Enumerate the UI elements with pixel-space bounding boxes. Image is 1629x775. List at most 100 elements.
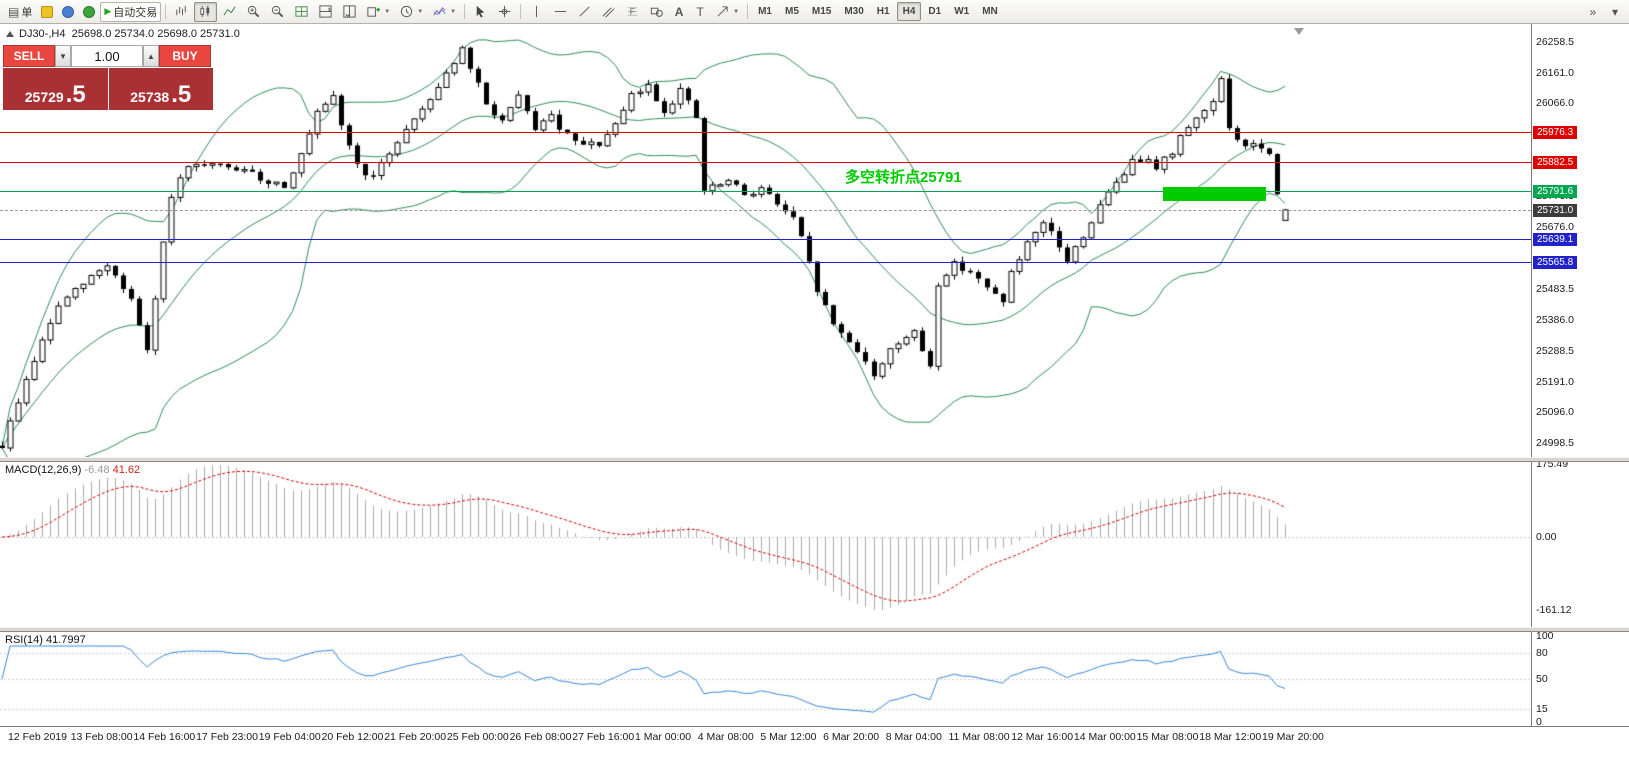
zoom-out-button[interactable] — [266, 2, 289, 22]
panel-splitter[interactable] — [0, 627, 1629, 632]
time-axis-label: 21 Feb 20:00 — [384, 731, 447, 743]
highlight-rectangle[interactable] — [1163, 187, 1266, 201]
timeframes-menu-button[interactable]: ▼ — [395, 2, 427, 22]
autotrading-button[interactable]: ▶ 自动交易 — [100, 1, 162, 22]
line-chart-mode-button[interactable] — [218, 2, 241, 22]
cascade-windows-button[interactable] — [338, 2, 361, 22]
horizontal-level-line[interactable] — [0, 191, 1531, 192]
chevron-down-icon: ▼ — [417, 8, 424, 15]
horizontal-line-icon — [553, 4, 568, 19]
candlestick-icon — [198, 4, 213, 19]
price-level-label: 25565.8 — [1533, 256, 1578, 270]
indicators-icon — [432, 4, 447, 19]
vertical-line-icon — [529, 4, 544, 19]
buy-price-tile[interactable]: 25738.5 — [108, 68, 213, 110]
line-chart-icon — [222, 4, 237, 19]
toolbar-separator — [165, 4, 167, 19]
timeframe-h4-button[interactable]: H4 — [896, 2, 922, 21]
timeframe-m5-button[interactable]: M5 — [784, 6, 799, 17]
price-axis-tick: 25676.0 — [1536, 221, 1574, 234]
shapes-tool-button[interactable] — [645, 2, 668, 22]
timeframe-m30-button[interactable]: M30 — [844, 6, 864, 17]
tile-windows-icon — [318, 4, 333, 19]
new-order-button[interactable]: ▤ 单 — [4, 2, 36, 22]
volume-decrease-button[interactable]: ▼ — [55, 45, 71, 67]
candlestick-mode-button[interactable] — [194, 1, 218, 22]
rsi-scale-label: 80 — [1536, 647, 1548, 659]
arrows-tool-button[interactable]: ▼ — [711, 2, 743, 22]
time-axis[interactable]: 12 Feb 2019 13 Feb 08:00 14 Feb 16:00 17 Fe… — [0, 726, 1629, 746]
current-price-label: 25731.0 — [1533, 203, 1578, 217]
volume-increase-button[interactable]: ▲ — [143, 45, 159, 67]
label-tool-button[interactable]: T — [690, 2, 710, 22]
macd-indicator-panel[interactable]: MACD(12,26,9) -6.48 41.62 — [0, 462, 1531, 627]
arrow-icon — [715, 4, 730, 19]
sell-price-fraction: .5 — [65, 80, 86, 108]
rsi-scale-label: 50 — [1536, 673, 1548, 685]
sell-price-tile[interactable]: 25729.5 — [3, 68, 108, 110]
sell-button[interactable]: SELL — [3, 45, 55, 67]
volume-input[interactable]: 1.00 — [71, 45, 143, 67]
time-axis-label: 14 Mar 00:00 — [1073, 731, 1136, 743]
chart-shift-marker[interactable] — [1294, 28, 1304, 35]
horizontal-level-line[interactable] — [0, 132, 1531, 133]
indicators-menu-button[interactable]: ▼ — [428, 2, 460, 22]
horizontal-level-line[interactable] — [0, 262, 1531, 263]
horizontal-level-line[interactable] — [0, 239, 1531, 240]
sell-price-main: 25729 — [24, 88, 64, 105]
price-axis-column[interactable]: 26258.526161.026066.025773.325676.025483… — [1531, 24, 1629, 728]
fibonacci-tool-button[interactable]: F — [621, 2, 644, 22]
panel-splitter[interactable] — [0, 457, 1629, 462]
time-axis-label: 5 Mar 12:00 — [760, 731, 817, 743]
autotrading-label: 自动交易 — [113, 6, 158, 19]
data-window-button[interactable] — [58, 2, 78, 22]
one-click-toggle-icon[interactable] — [6, 31, 14, 37]
current-price-line — [0, 210, 1531, 211]
toolbar-overflow-button[interactable]: » — [1583, 2, 1603, 22]
toolbar-options-button[interactable]: ▾ — [1605, 2, 1625, 22]
chevron-down-icon: ▼ — [450, 8, 457, 15]
horizontal-level-line[interactable] — [0, 162, 1531, 163]
price-chart-panel[interactable]: DJ30-,H4 25698.0 25734.0 25698.0 25731.0… — [0, 24, 1531, 457]
toolbar-right-group: » ▾ — [1583, 2, 1625, 22]
macd-name: MACD(12,26,9) — [5, 464, 82, 476]
bar-chart-mode-button[interactable] — [170, 2, 193, 22]
price-level-label: 25882.5 — [1533, 155, 1578, 169]
tile-windows-button[interactable] — [314, 2, 337, 22]
one-click-trade-panel: SELL ▼ 1.00 ▲ BUY 25729.5 25738.5 — [3, 45, 213, 110]
text-tool-button[interactable]: A — [669, 2, 689, 22]
rsi-canvas[interactable] — [0, 632, 1531, 726]
toolbar-separator — [747, 4, 749, 19]
timeframe-d1-button[interactable]: D1 — [928, 6, 942, 17]
rsi-scale-label: 15 — [1536, 703, 1548, 715]
navigator-button[interactable] — [79, 2, 99, 22]
timeframe-h1-button[interactable]: H1 — [876, 6, 890, 17]
crosshair-tool-button[interactable] — [493, 2, 516, 22]
vertical-line-tool-button[interactable] — [525, 2, 548, 22]
trade-panel-controls: SELL ▼ 1.00 ▲ BUY — [3, 45, 213, 67]
zoom-in-button[interactable] — [242, 2, 265, 22]
macd-canvas[interactable] — [0, 462, 1531, 627]
grid-button[interactable] — [290, 2, 313, 22]
timeframe-w1-button[interactable]: W1 — [954, 6, 970, 17]
market-watch-button[interactable] — [37, 2, 57, 22]
new-order-label: 单 — [21, 6, 33, 19]
cursor-tool-button[interactable] — [469, 2, 492, 22]
buy-button[interactable]: BUY — [159, 45, 211, 67]
price-chart-canvas[interactable] — [0, 24, 1531, 457]
fibonacci-icon: F — [625, 4, 640, 19]
new-chart-button[interactable]: ▼ — [362, 2, 394, 22]
chart-annotation-text[interactable]: 多空转折点25791 — [845, 169, 962, 186]
trendline-tool-button[interactable] — [573, 2, 596, 22]
timeframe-mn-button[interactable]: MN — [982, 6, 998, 17]
price-axis-tick: 25386.0 — [1536, 313, 1574, 326]
shapes-icon — [649, 4, 664, 19]
rsi-indicator-panel[interactable]: RSI(14) 41.7997 — [0, 632, 1531, 726]
data-window-icon — [62, 5, 75, 18]
navigator-icon — [83, 5, 96, 18]
timeframe-m1-button[interactable]: M1 — [758, 6, 772, 17]
horizontal-line-tool-button[interactable] — [549, 2, 572, 22]
timeframe-m15-button[interactable]: M15 — [811, 6, 832, 17]
chart-symbol-label: DJ30-,H4 — [19, 28, 66, 40]
channel-tool-button[interactable] — [597, 2, 620, 22]
